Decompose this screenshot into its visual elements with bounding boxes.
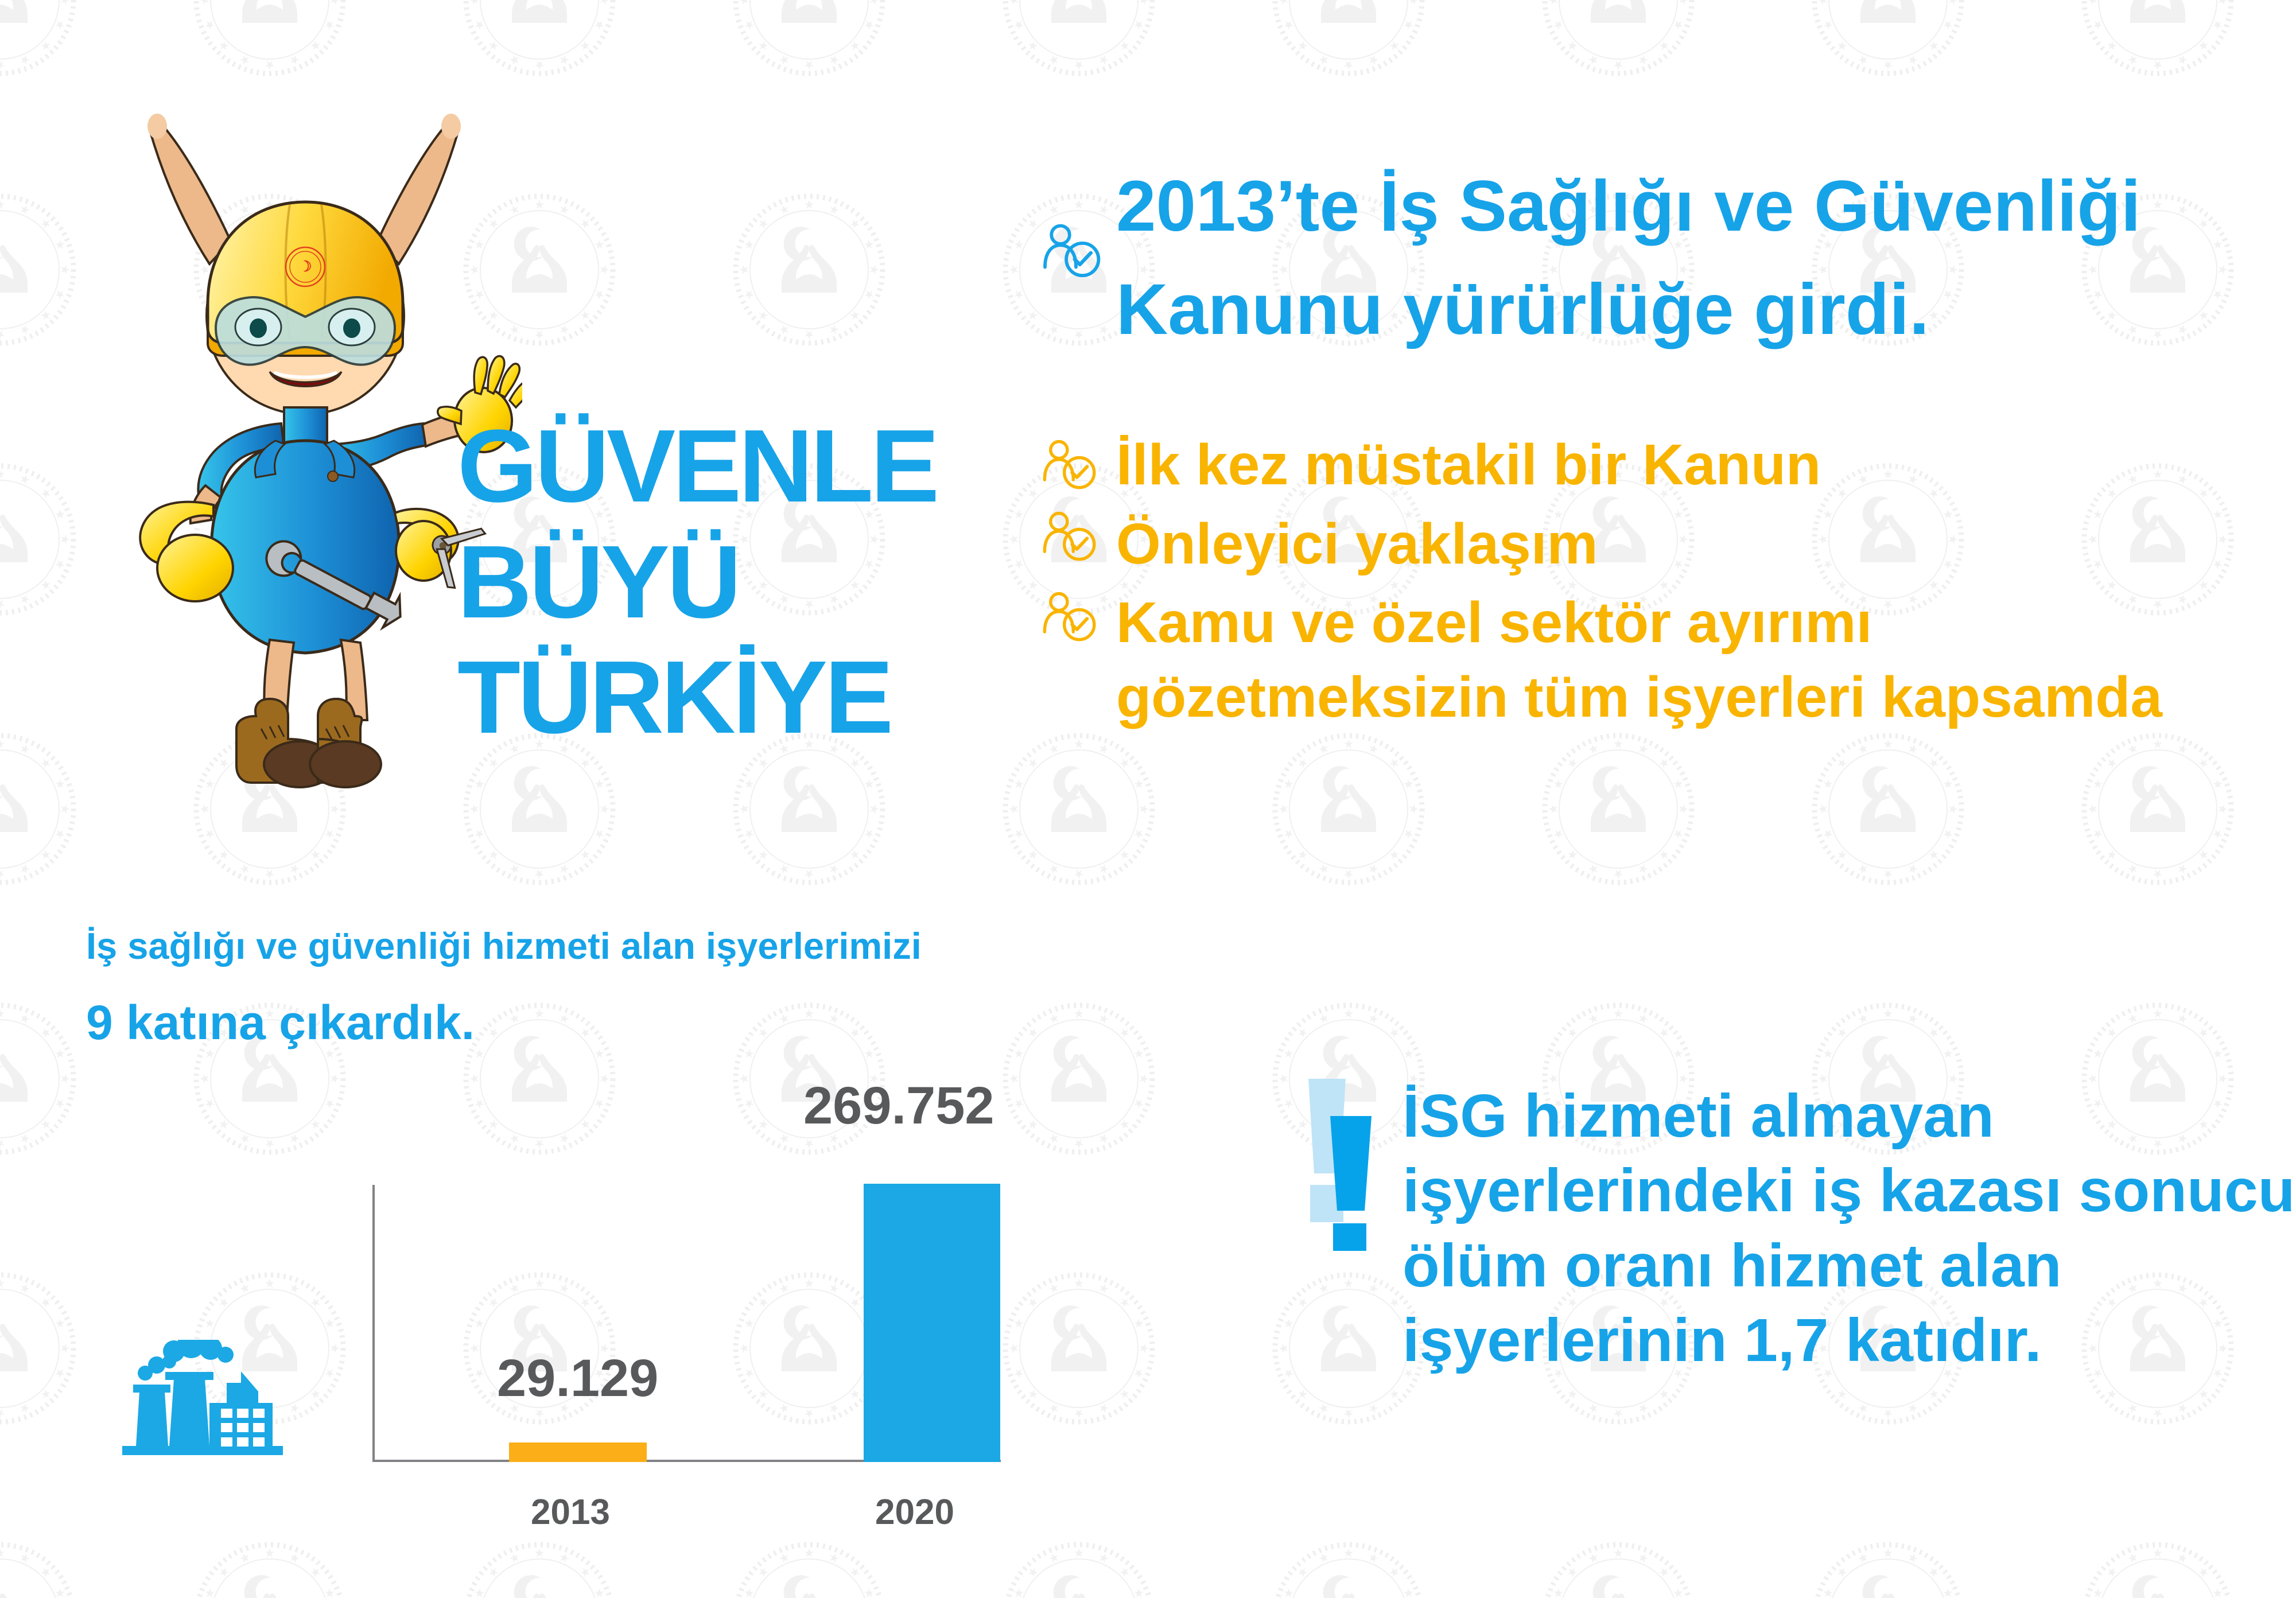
svg-text:☽: ☽ [298, 258, 312, 275]
